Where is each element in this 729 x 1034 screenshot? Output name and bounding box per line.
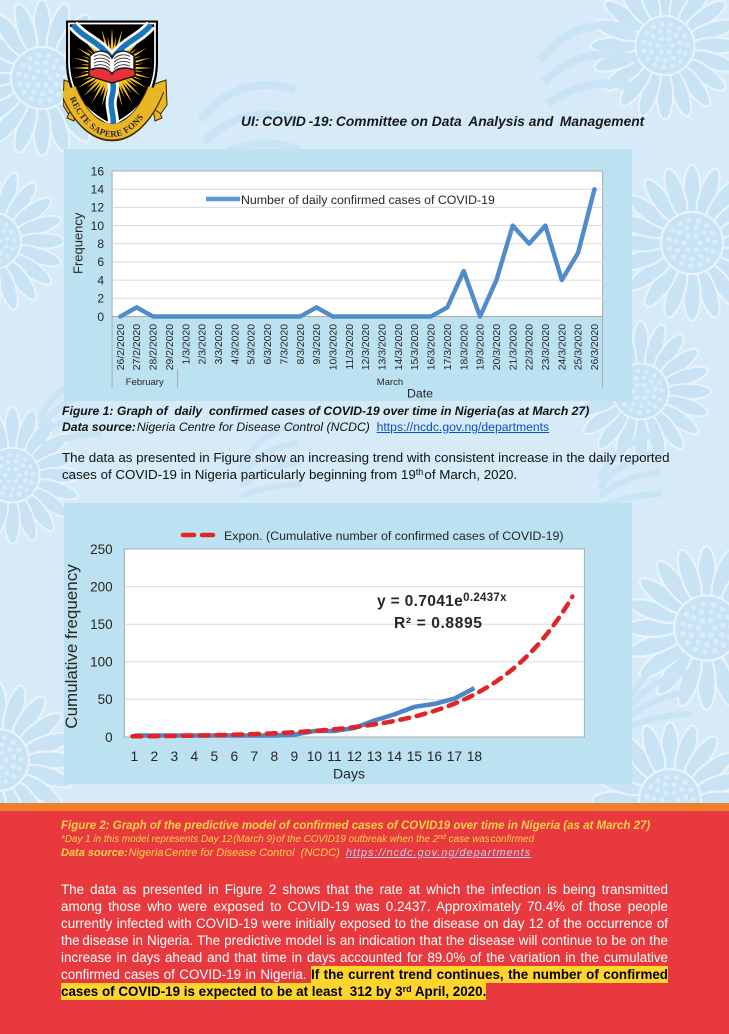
svg-text:150: 150 (90, 617, 113, 632)
svg-text:28/2/2020: 28/2/2020 (149, 324, 160, 370)
svg-text:Frequency: Frequency (71, 212, 86, 274)
svg-text:26/3/2020: 26/3/2020 (590, 324, 601, 370)
svg-text:16: 16 (427, 749, 443, 764)
svg-text:22/3/2020: 22/3/2020 (525, 324, 536, 370)
svg-text:2/3/2020: 2/3/2020 (198, 324, 209, 365)
svg-text:19/3/2020: 19/3/2020 (476, 324, 487, 370)
svg-text:250: 250 (90, 542, 113, 557)
svg-text:February: February (126, 377, 164, 388)
svg-text:13: 13 (367, 749, 383, 764)
svg-text:Days: Days (333, 766, 365, 782)
svg-text:4: 4 (97, 273, 104, 287)
svg-text:18: 18 (467, 749, 483, 764)
svg-text:2: 2 (97, 292, 104, 306)
svg-text:14: 14 (91, 183, 105, 197)
svg-text:9/3/2020: 9/3/2020 (312, 324, 323, 365)
svg-text:3/3/2020: 3/3/2020 (214, 324, 225, 365)
svg-text:14/3/2020: 14/3/2020 (394, 324, 405, 370)
svg-text:25/3/2020: 25/3/2020 (574, 324, 585, 370)
svg-text:11/3/2020: 11/3/2020 (345, 324, 356, 370)
svg-text:16: 16 (91, 164, 105, 178)
svg-text:15: 15 (407, 749, 423, 764)
svg-text:R² = 0.8895: R² = 0.8895 (394, 615, 483, 632)
svg-text:13/3/2020: 13/3/2020 (378, 324, 389, 370)
svg-text:Number of daily confirmed case: Number of daily confirmed cases of COVID… (241, 193, 495, 207)
svg-text:12: 12 (347, 749, 362, 764)
svg-text:Date: Date (407, 387, 433, 401)
svg-text:15/3/2020: 15/3/2020 (410, 324, 421, 370)
svg-text:Cumulative frequency: Cumulative frequency (64, 564, 81, 729)
svg-text:7: 7 (251, 749, 259, 764)
svg-text:17/3/2020: 17/3/2020 (443, 324, 454, 370)
svg-text:6: 6 (97, 255, 104, 269)
svg-text:27/2/2020: 27/2/2020 (132, 324, 143, 370)
svg-text:10/3/2020: 10/3/2020 (329, 324, 340, 370)
svg-text:10: 10 (91, 219, 105, 233)
svg-text:50: 50 (98, 692, 113, 707)
svg-text:5/3/2020: 5/3/2020 (247, 324, 258, 365)
svg-text:23/3/2020: 23/3/2020 (541, 324, 552, 370)
svg-text:8/3/2020: 8/3/2020 (296, 324, 307, 365)
svg-text:1: 1 (131, 749, 139, 764)
svg-text:0: 0 (105, 730, 113, 745)
svg-text:5: 5 (211, 749, 219, 764)
svg-text:14: 14 (387, 749, 403, 764)
svg-text:9: 9 (291, 749, 299, 764)
svg-text:21/3/2020: 21/3/2020 (508, 324, 519, 370)
svg-text:12: 12 (91, 201, 105, 215)
svg-text:16/3/2020: 16/3/2020 (427, 324, 438, 370)
svg-text:29/2/2020: 29/2/2020 (165, 324, 176, 370)
svg-text:8: 8 (271, 749, 279, 764)
svg-text:12/3/2020: 12/3/2020 (361, 324, 372, 370)
svg-text:6: 6 (231, 749, 239, 764)
svg-text:7/3/2020: 7/3/2020 (279, 324, 290, 365)
svg-text:26/2/2020: 26/2/2020 (116, 324, 127, 370)
svg-text:4: 4 (191, 749, 199, 764)
svg-text:18/3/2020: 18/3/2020 (459, 324, 470, 370)
svg-text:3: 3 (171, 749, 179, 764)
svg-text:Expon. (Cumulative number of c: Expon. (Cumulative number of confirmed c… (224, 529, 564, 543)
svg-text:6/3/2020: 6/3/2020 (263, 324, 274, 365)
svg-text:11: 11 (327, 749, 341, 764)
svg-text:2: 2 (151, 749, 159, 764)
svg-text:100: 100 (90, 655, 113, 670)
svg-text:4/3/2020: 4/3/2020 (230, 324, 241, 365)
svg-text:10: 10 (307, 749, 323, 764)
svg-text:200: 200 (90, 579, 113, 594)
svg-text:8: 8 (97, 237, 104, 251)
svg-text:1/3/2020: 1/3/2020 (181, 324, 192, 365)
svg-text:17: 17 (447, 749, 462, 764)
svg-text:March: March (377, 377, 403, 388)
svg-text:24/3/2020: 24/3/2020 (557, 324, 568, 370)
svg-text:20/3/2020: 20/3/2020 (492, 324, 503, 370)
svg-text:0: 0 (97, 310, 104, 324)
